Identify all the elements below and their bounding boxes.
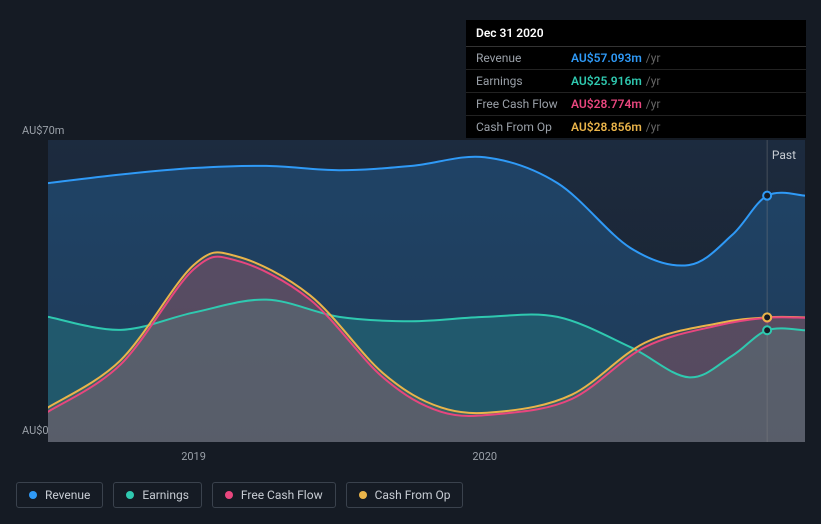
chart-svg	[48, 140, 805, 442]
tooltip-label: Earnings	[476, 74, 571, 88]
y-axis-min-label: AU$0	[22, 424, 49, 437]
tooltip-row-revenue: Revenue AU$57.093m /yr	[466, 47, 806, 70]
tooltip-value: AU$25.916m	[571, 74, 642, 88]
tooltip-box: Dec 31 2020 Revenue AU$57.093m /yr Earni…	[466, 20, 806, 138]
tooltip-row-fcf: Free Cash Flow AU$28.774m /yr	[466, 93, 806, 116]
tooltip-date: Dec 31 2020	[466, 20, 806, 47]
tooltip-unit: /yr	[646, 74, 661, 88]
legend-item-revenue[interactable]: Revenue	[16, 482, 103, 508]
tooltip-label: Cash From Op	[476, 120, 571, 134]
legend: Revenue Earnings Free Cash Flow Cash Fro…	[16, 482, 463, 508]
y-axis-max-label: AU$70m	[22, 124, 64, 137]
tooltip-value: AU$28.774m	[571, 97, 642, 111]
chart-area[interactable]	[16, 140, 805, 442]
tooltip-row-cashop: Cash From Op AU$28.856m /yr	[466, 116, 806, 138]
legend-dot	[126, 491, 134, 499]
legend-label: Revenue	[45, 488, 90, 502]
tooltip-value: AU$57.093m	[571, 51, 642, 65]
tooltip-label: Free Cash Flow	[476, 97, 571, 111]
legend-item-earnings[interactable]: Earnings	[113, 482, 202, 508]
x-axis-label: 2020	[472, 450, 497, 463]
legend-dot	[359, 491, 367, 499]
legend-dot	[29, 491, 37, 499]
tooltip-row-earnings: Earnings AU$25.916m /yr	[466, 70, 806, 93]
tooltip-label: Revenue	[476, 51, 571, 65]
legend-label: Earnings	[142, 488, 189, 502]
tooltip-unit: /yr	[646, 120, 661, 134]
past-label: Past	[772, 148, 796, 162]
tooltip-value: AU$28.856m	[571, 120, 642, 134]
x-axis-label: 2019	[181, 450, 206, 463]
legend-dot	[225, 491, 233, 499]
tooltip-unit: /yr	[646, 51, 661, 65]
legend-item-fcf[interactable]: Free Cash Flow	[212, 482, 336, 508]
legend-item-cashop[interactable]: Cash From Op	[346, 482, 464, 508]
legend-label: Free Cash Flow	[241, 488, 323, 502]
legend-label: Cash From Op	[375, 488, 451, 502]
tooltip-unit: /yr	[646, 97, 661, 111]
